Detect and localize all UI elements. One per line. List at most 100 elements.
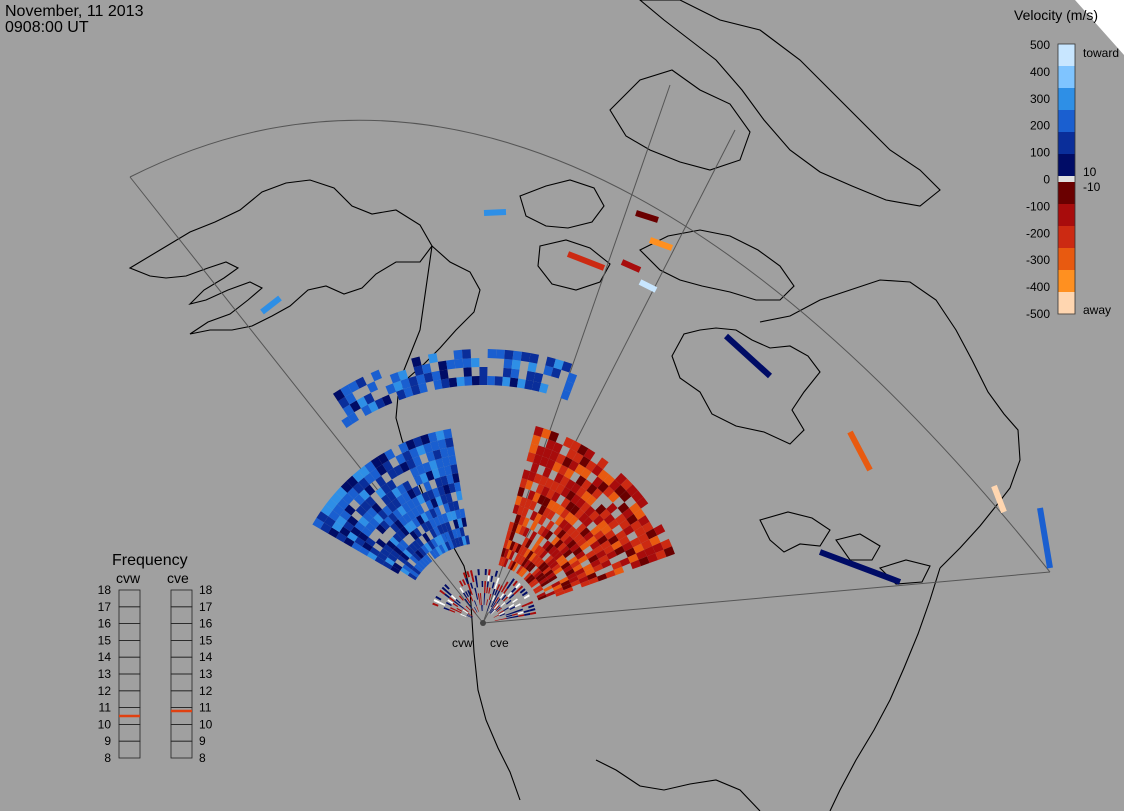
- velocity-cell: [358, 477, 370, 490]
- canada-interior-border: [399, 245, 433, 381]
- velocity-cell: [542, 566, 552, 575]
- velocity-cell: [562, 583, 572, 591]
- velocity-cell: [566, 525, 577, 536]
- velocity-cell: [512, 615, 519, 618]
- colorbar-tick-label: 300: [1030, 92, 1050, 106]
- velocity-cell: [513, 589, 519, 596]
- velocity-cell: [626, 484, 639, 497]
- velocity-cell: [512, 580, 518, 587]
- velocity-cell: [555, 554, 566, 564]
- velocity-cell: [420, 522, 430, 533]
- velocity-cell: [629, 537, 642, 548]
- velocity-cell: [356, 396, 368, 409]
- velocity-cell: [565, 490, 576, 502]
- velocity-cell: [450, 594, 457, 600]
- velocity-cell: [479, 593, 482, 600]
- velocity-cell: [444, 593, 450, 599]
- velocity-cell: [450, 464, 459, 475]
- velocity-cell: [555, 505, 566, 516]
- velocity-cell: [444, 584, 450, 590]
- velocity-cell: [409, 555, 419, 565]
- velocity-cell: [444, 465, 453, 476]
- velocity-cell: [475, 593, 479, 600]
- velocity-cell: [469, 589, 473, 596]
- velocity-cell: [631, 490, 644, 503]
- velocity-cell: [377, 509, 389, 520]
- velocity-cell: [568, 460, 580, 472]
- velocity-cell: [461, 517, 467, 528]
- velocity-cell: [527, 576, 536, 585]
- velocity-cell: [516, 554, 524, 564]
- colorbar-frame: [1057, 43, 1076, 315]
- velocity-cell: [619, 557, 631, 567]
- velocity-cell: [346, 531, 358, 542]
- alaska-coastline: [128, 179, 433, 335]
- velocity-cell: [518, 515, 526, 526]
- velocity-cell: [569, 543, 580, 553]
- velocity-cell: [444, 437, 454, 448]
- velocity-streak: [620, 259, 642, 273]
- velocity-cell: [363, 392, 375, 405]
- velocity-cell: [488, 600, 492, 607]
- velocity-cell: [464, 376, 473, 386]
- velocity-cell: [586, 572, 597, 581]
- velocity-cell: [531, 434, 541, 446]
- velocity-cell: [494, 589, 498, 596]
- velocity-cell: [633, 543, 645, 554]
- velocity-cell: [400, 378, 411, 390]
- velocity-cell: [369, 546, 381, 557]
- velocity-cell: [607, 491, 620, 503]
- velocity-cell: [386, 479, 397, 491]
- velocity-cell: [366, 551, 378, 561]
- velocity-cell: [614, 545, 626, 556]
- frequency-level-label: 14: [98, 650, 112, 664]
- velocity-cell: [389, 536, 400, 547]
- velocity-cell: [440, 523, 449, 533]
- velocity-cell: [617, 502, 630, 514]
- velocity-cell: [652, 542, 664, 554]
- velocity-cell: [488, 606, 492, 613]
- velocity-cell: [488, 569, 491, 576]
- velocity-cell: [538, 382, 549, 394]
- velocity-cell: [580, 501, 591, 513]
- velocity-cell: [622, 525, 635, 536]
- velocity-cell: [603, 474, 615, 487]
- velocity-cell: [389, 372, 401, 384]
- velocity-cell: [432, 602, 439, 607]
- velocity-cell: [597, 469, 610, 482]
- velocity-cell: [533, 473, 543, 484]
- velocity-cell: [441, 586, 448, 593]
- velocity-cell: [506, 549, 513, 559]
- velocity-cell: [479, 376, 488, 386]
- velocity-cell: [430, 440, 440, 452]
- velocity-cell: [437, 514, 445, 525]
- velocity-cell: [542, 447, 553, 459]
- velocity-cell: [530, 542, 540, 553]
- velocity-cell: [351, 541, 363, 552]
- velocity-cell: [459, 580, 464, 587]
- velocity-cell: [415, 444, 426, 456]
- velocity-cell: [532, 584, 542, 592]
- velocity-cell: [536, 547, 546, 557]
- velocity-cell: [586, 535, 598, 546]
- velocity-streak: [566, 251, 606, 271]
- velocity-cell: [494, 604, 499, 610]
- velocity-cell: [538, 577, 548, 585]
- velocity-cell: [529, 353, 540, 364]
- velocity-cell: [415, 504, 425, 515]
- velocity-cell: [525, 574, 534, 583]
- velocity-cell: [541, 496, 551, 508]
- velocity-cell: [412, 455, 423, 467]
- velocity-cell: [393, 464, 404, 476]
- velocity-cell: [576, 444, 589, 457]
- velocity-cell: [625, 547, 636, 558]
- colorbar-fills: [1058, 44, 1075, 315]
- velocity-streak: [483, 209, 507, 216]
- velocity-cell: [500, 557, 507, 567]
- frequency-panel: Frequency cvw cve 18 18 17 17 16 16 15 15 14 14 13…: [98, 552, 213, 765]
- velocity-cell: [580, 490, 592, 502]
- velocity-cell: [607, 519, 620, 530]
- velocity-cell: [420, 512, 429, 523]
- velocity-cell: [542, 467, 552, 478]
- velocity-cell: [615, 530, 627, 541]
